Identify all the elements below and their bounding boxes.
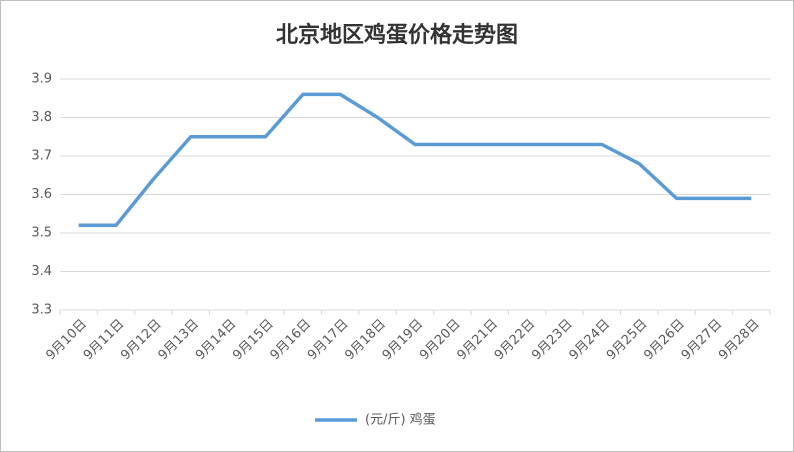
series-line xyxy=(78,92,752,228)
y-tick-label: 3.8 xyxy=(31,110,52,125)
y-tick-label: 3.9 xyxy=(31,72,52,87)
chart-title: 北京地区鸡蛋价格走势图 xyxy=(276,22,518,48)
y-tick-label: 3.5 xyxy=(31,226,52,241)
y-tick-label: 3.6 xyxy=(31,187,52,202)
y-tick-label: 3.4 xyxy=(31,264,52,279)
legend-label: (元/斤) 鸡蛋 xyxy=(365,412,436,428)
y-tick-label: 3.7 xyxy=(31,149,52,164)
y-tick-label: 3.3 xyxy=(31,303,52,318)
